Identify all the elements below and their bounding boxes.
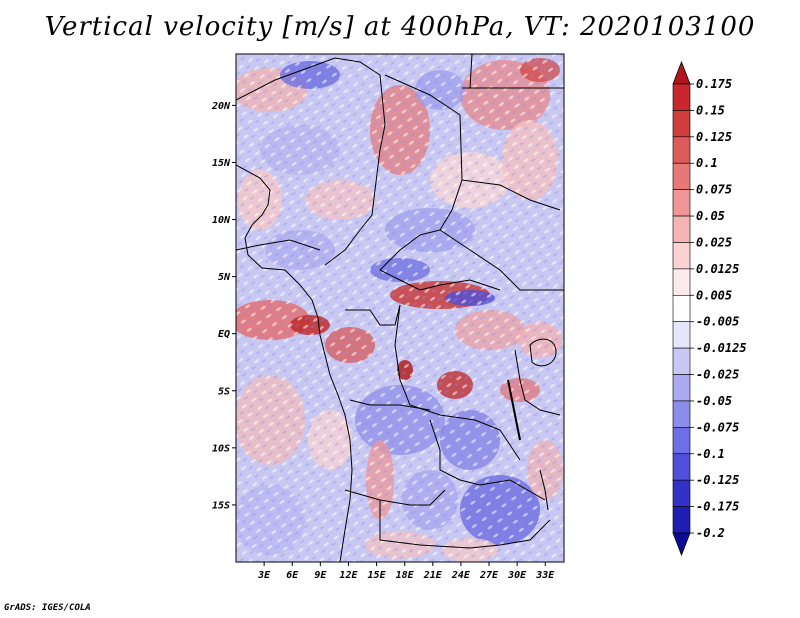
country-border	[469, 54, 473, 89]
country-border	[461, 179, 561, 211]
coastline-west	[236, 164, 353, 562]
country-border	[439, 229, 564, 291]
colorbar-label: 0.125	[696, 130, 732, 144]
colorbar-segment	[672, 374, 691, 402]
colorbar-label: 0.005	[696, 288, 732, 302]
lon-tick-label: 27E	[479, 570, 499, 581]
colorbar-segment	[672, 294, 691, 323]
lat-tick-label: EQ	[218, 329, 230, 340]
colorbar-label: 0.15	[696, 103, 725, 117]
colorbar-label: -0.005	[696, 315, 739, 329]
lon-tick-label: 6E	[286, 570, 299, 581]
country-border	[349, 399, 431, 411]
colorbar-label: 0.075	[696, 183, 732, 197]
colorbar-segment	[672, 400, 691, 428]
colorbar-label: 0.0125	[696, 262, 739, 276]
colorbar-label: 0.1	[696, 156, 718, 170]
colorbar-label: -0.0125	[696, 341, 747, 355]
colorbar-label: -0.075	[696, 420, 739, 434]
colorbar-label: -0.175	[696, 500, 739, 514]
country-border	[344, 489, 446, 506]
colorbar-segment	[672, 162, 691, 190]
colorbar-segment	[672, 506, 691, 534]
lat-tick-label: 20N	[211, 101, 231, 112]
map-frame	[235, 53, 565, 563]
lat-tick-label: 15S	[212, 500, 230, 511]
country-border	[429, 419, 546, 501]
colorbar-label: -0.025	[696, 368, 739, 382]
lon-tick-label: 21E	[423, 570, 443, 581]
colorbar-label: 0.025	[696, 235, 732, 249]
lat-tick-label: 5N	[218, 272, 231, 283]
country-border	[236, 239, 321, 251]
country-border	[394, 304, 521, 461]
colorbar-label: 0.05	[696, 209, 725, 223]
colorbar-segment	[672, 453, 691, 481]
colorbar-label: -0.125	[696, 473, 739, 487]
country-border	[236, 57, 386, 126]
plot-title: Vertical velocity [m/s] at 400hPa, VT: 2…	[44, 12, 756, 42]
lon-tick-label: 30E	[507, 570, 527, 581]
colorbar-segment	[672, 242, 691, 270]
lat-tick-label: 5S	[218, 386, 230, 397]
colorbar-segment	[672, 347, 691, 375]
colorbar-segment	[672, 321, 691, 349]
country-border	[379, 74, 463, 271]
axis-ticks: 20N 15N 10N 5N EQ 5S 10S 15S 3E 6E 9E 12E 15E 18E 21E 2…	[211, 101, 555, 581]
lon-tick-label: 12E	[339, 570, 358, 581]
colorbar-segment	[672, 215, 691, 243]
colorbar-segment	[672, 189, 691, 217]
lat-tick-label: 10S	[212, 443, 230, 454]
colorbar-segment	[672, 60, 691, 85]
colorbar-segment	[672, 268, 691, 296]
country-border	[345, 304, 401, 326]
colorbar-segment	[672, 110, 691, 138]
velocity-field	[236, 54, 564, 562]
colorbar-label: -0.05	[696, 394, 732, 408]
lon-tick-label: 33E	[535, 570, 555, 581]
lake-malawi	[539, 469, 549, 511]
lon-tick-label: 18E	[396, 570, 415, 581]
colorbar-label: 0.175	[696, 77, 732, 91]
colorbar-segment	[672, 479, 691, 507]
colorbar: 0.175 0.15 0.125 0.1 0.075 0.05 0.025 0.0125 0.0…	[672, 60, 747, 557]
political-borders	[236, 54, 564, 562]
lon-tick-label: 9E	[314, 570, 327, 581]
country-border	[379, 500, 551, 549]
lake-tanganyika	[507, 379, 521, 441]
colorbar-segment	[672, 427, 691, 455]
lat-tick-label: 10N	[212, 215, 231, 226]
colorbar-label: -0.1	[696, 447, 725, 461]
country-border	[324, 124, 386, 266]
colorbar-segment	[672, 532, 691, 557]
colorbar-segment	[672, 83, 691, 111]
lon-tick-label: 24E	[451, 570, 471, 581]
lon-tick-label: 15E	[368, 570, 387, 581]
lake-victoria	[529, 338, 557, 367]
country-border	[514, 349, 561, 416]
country-border	[379, 269, 501, 291]
grads-credit: GrADS: IGES/COLA	[4, 603, 91, 613]
colorbar-label: -0.2	[696, 526, 725, 540]
colorbar-segment	[672, 136, 691, 164]
lat-tick-label: 15N	[212, 158, 231, 169]
lon-tick-label: 3E	[257, 570, 271, 581]
